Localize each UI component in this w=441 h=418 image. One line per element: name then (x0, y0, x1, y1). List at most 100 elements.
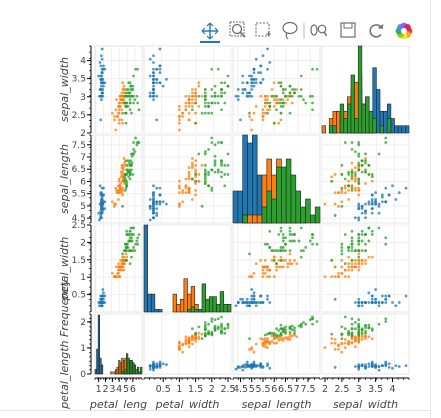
scatter-point (207, 147, 210, 151)
histogram-bar (227, 304, 232, 313)
y-tick-label: 5 (80, 202, 86, 212)
scatter-point (245, 94, 249, 98)
scatter-point (288, 252, 292, 256)
scatter-point (155, 118, 159, 122)
scatter-point (178, 191, 181, 195)
scatter-point (220, 315, 223, 319)
scatter-point (384, 363, 388, 367)
scatter-point (360, 249, 364, 253)
y-tick-label: 2.5 (72, 111, 86, 121)
scatter-point (343, 315, 347, 319)
wheel-zoom-icon[interactable] (310, 24, 328, 37)
scatter-point (367, 255, 371, 259)
scatter-point (340, 246, 344, 249)
y-axis-r0: 2 2.5 3 3.5 4 sepal_width (58, 45, 92, 139)
scatter-point (121, 88, 124, 91)
scatter-point (197, 325, 201, 329)
scatter-point (277, 121, 281, 125)
scatter-point (340, 337, 344, 340)
scatter-point (275, 249, 278, 253)
box-select-icon[interactable] (255, 22, 271, 37)
scatter-point (299, 249, 303, 253)
scatter-point (357, 252, 361, 256)
zoom-box (229, 21, 245, 37)
scatter-point (268, 341, 272, 345)
scatter-point (152, 67, 155, 71)
scatter-point (203, 88, 207, 91)
scatter-point (190, 327, 194, 331)
save-icon[interactable] (340, 22, 356, 38)
scatter-point (308, 239, 312, 243)
y-tick-label: 7 (80, 153, 86, 163)
scatter-point (281, 265, 285, 269)
scatter-point (279, 98, 283, 102)
scatter-point (181, 188, 185, 192)
scatter-point (340, 341, 344, 345)
pan-icon[interactable] (200, 22, 220, 43)
panel-r2-c2 (232, 224, 321, 313)
scatter-point (311, 233, 314, 236)
scatter-point (391, 301, 394, 304)
scatter-point (128, 101, 132, 105)
scatter-point (347, 262, 351, 266)
scatter-point (266, 275, 269, 278)
histogram-bar (242, 134, 248, 224)
scatter-point (241, 368, 245, 372)
panel-r3-c2 (232, 313, 321, 375)
scatter-point (364, 330, 367, 333)
scatter-point (266, 346, 269, 349)
scatter-point (353, 177, 357, 181)
x-tick-label: 1 (96, 384, 102, 395)
scatter-point (259, 259, 263, 262)
scatter-point (133, 98, 137, 102)
scatter-point (374, 202, 378, 206)
scatter-point (252, 71, 256, 75)
reset-icon[interactable] (369, 24, 384, 38)
scatter-point (295, 262, 299, 266)
scatter-point (102, 291, 105, 295)
scatter-point (272, 121, 276, 125)
scatter-point (350, 340, 354, 344)
scatter-point (120, 163, 124, 167)
scatter-point (119, 175, 123, 179)
histogram-bar (383, 110, 388, 134)
scatter-point (266, 108, 269, 112)
scatter-point (187, 104, 191, 108)
scatter-point (284, 242, 287, 246)
scatter-point (200, 111, 204, 115)
scatter-point (347, 339, 351, 343)
scatter-point (114, 128, 118, 132)
scatter-point (357, 152, 361, 156)
bokeh-logo-icon[interactable] (395, 22, 413, 40)
select-plus (266, 31, 271, 37)
scatter-point (370, 364, 374, 367)
scatter-point (101, 209, 105, 213)
scatter-point (194, 88, 198, 91)
scatter-point (125, 182, 129, 185)
panel-background (94, 224, 143, 313)
scatter-point (330, 259, 334, 262)
scatter-point (268, 101, 272, 105)
scatter-point (241, 81, 245, 85)
scatter-point (340, 325, 344, 329)
scatter-point (130, 233, 134, 236)
scatter-point (128, 98, 132, 102)
matrix: 22.533.54sepal_width4.555.566.577.5sepal… (58, 45, 410, 411)
lasso-select-icon[interactable] (282, 21, 298, 40)
x-tick-label: 2.5 (220, 384, 235, 395)
scatter-point (304, 246, 308, 249)
scatter-point (364, 216, 367, 220)
scatter-point (350, 170, 354, 174)
scatter-point (293, 326, 296, 330)
scatter-point (210, 101, 214, 105)
scatter-point (155, 211, 159, 215)
scatter-point (374, 301, 378, 304)
histogram-bar (397, 125, 403, 134)
scatter-point (132, 74, 135, 78)
scatter-point (333, 341, 337, 345)
scatter-point (148, 94, 152, 98)
box-zoom-icon[interactable] (229, 21, 246, 38)
scatter-point (248, 275, 251, 278)
scatter-point (259, 337, 263, 340)
